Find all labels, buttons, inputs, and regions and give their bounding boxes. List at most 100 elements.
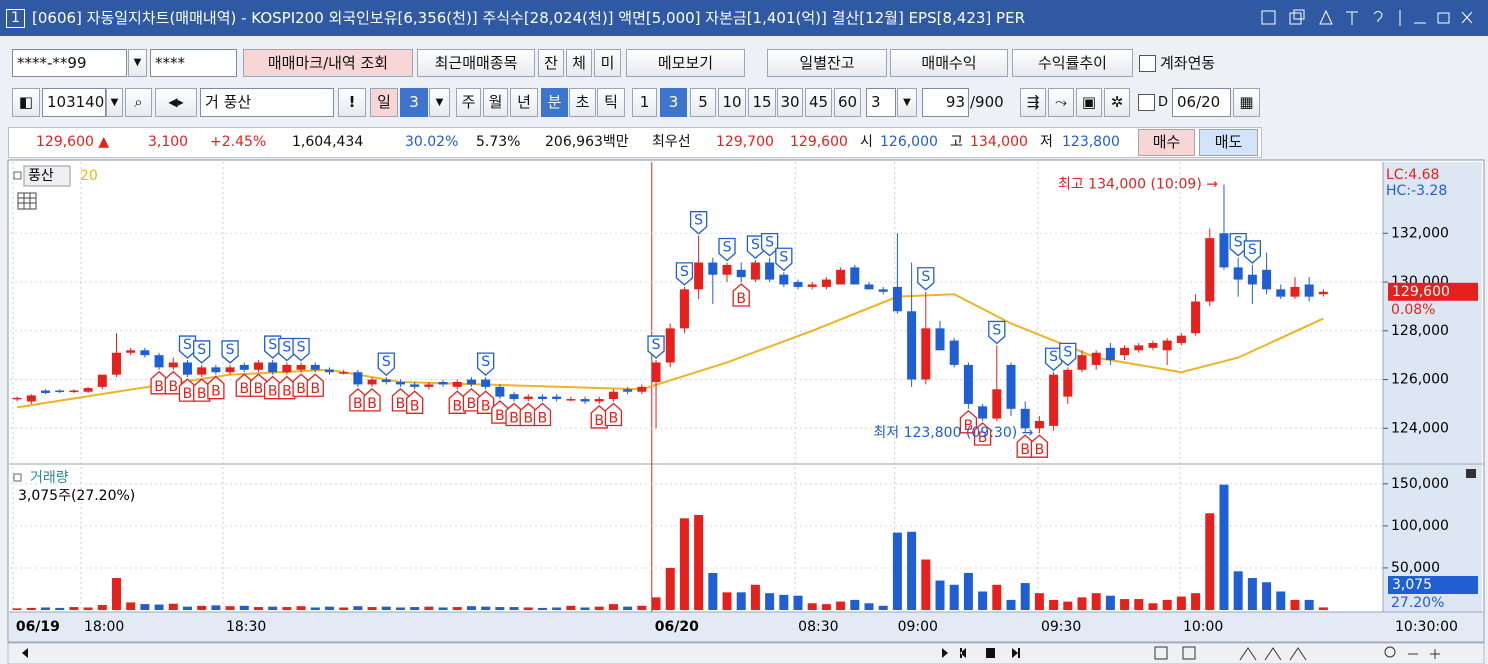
y-tick-label: 124,000 <box>1391 420 1449 436</box>
period-month[interactable]: 월 <box>483 88 508 117</box>
tool-icon[interactable]: ⤳ <box>1048 88 1074 117</box>
period-week[interactable]: 주 <box>456 88 481 117</box>
interval[interactable]: 5 <box>690 88 716 117</box>
link-label: 계좌연동 <box>1160 54 1216 72</box>
candle-body <box>623 389 633 392</box>
scroll-left[interactable] <box>22 648 28 658</box>
interval[interactable]: 60 <box>834 88 861 117</box>
candle-body <box>1148 342 1158 348</box>
volume-bar <box>921 559 931 610</box>
volume-bar <box>26 607 36 610</box>
candle-body <box>1077 355 1087 370</box>
sell-mark-label: S <box>652 337 661 353</box>
interval[interactable]: 10 <box>718 88 746 117</box>
unfilled-button[interactable]: 미 <box>594 49 621 77</box>
sell-mark <box>988 320 1006 345</box>
volume-bar <box>850 599 860 610</box>
settings-icon[interactable]: ✲ <box>1104 88 1130 117</box>
window-title: [0606] 자동일지차트(매매내역) - KOSPI200 외국인보유[6,3… <box>32 9 1025 27</box>
window-controls[interactable] <box>1258 8 1484 28</box>
daily-balance-button[interactable]: 일별잔고 <box>767 49 887 77</box>
stock-input[interactable]: 거 풍산 <box>200 88 334 117</box>
period-year[interactable]: 년 <box>510 88 538 117</box>
candle-body <box>182 362 192 375</box>
candle-body <box>1219 233 1229 268</box>
period-count[interactable]: 3 <box>400 88 428 117</box>
volume-bar <box>296 606 306 610</box>
candle-body <box>864 284 874 290</box>
code-dropdown[interactable]: ▼ <box>106 88 123 117</box>
last-ratio: 27.20% <box>1391 595 1444 611</box>
volume-bar <box>197 605 207 610</box>
buy-mark-label: B <box>254 381 264 397</box>
interval[interactable]: 3 <box>660 88 687 117</box>
scroll-controls[interactable] <box>942 648 1020 658</box>
x-tick-label: 08:30 <box>798 619 838 635</box>
return-trend-button[interactable]: 수익률추이 <box>1012 49 1133 77</box>
buy-button[interactable]: 매수 <box>1138 129 1195 156</box>
period-second[interactable]: 초 <box>569 88 596 117</box>
buy-mark-label: B <box>353 396 363 412</box>
candle-body <box>608 391 618 400</box>
link-checkbox[interactable] <box>1139 55 1156 72</box>
candle-body <box>509 394 519 400</box>
date-checkbox[interactable] <box>1138 94 1155 111</box>
volume: 1,604,434 <box>292 134 364 150</box>
interval[interactable]: 1 <box>632 88 657 117</box>
buy-mark-label: B <box>495 408 505 424</box>
save-icon[interactable]: ▣ <box>1076 88 1102 117</box>
interval[interactable]: 15 <box>748 88 776 117</box>
search-button[interactable]: ⌕ <box>125 88 152 117</box>
candle-body <box>850 267 860 285</box>
sell-mark <box>746 235 765 259</box>
interval-dropdown[interactable]: ▼ <box>897 88 917 117</box>
account-dropdown[interactable]: ▼ <box>128 49 147 77</box>
volume-bar <box>949 584 959 610</box>
sound-button[interactable]: ◀▸ <box>155 88 197 117</box>
count-input[interactable]: 93 <box>922 88 969 117</box>
interval[interactable]: 45 <box>805 88 832 117</box>
candle-body <box>1176 335 1186 343</box>
pane-close[interactable] <box>1466 469 1476 478</box>
volume-bar <box>1105 595 1115 610</box>
recent-button[interactable]: 최근매매종목 <box>417 49 535 77</box>
period-day[interactable]: 일 <box>370 88 398 117</box>
password-input[interactable]: **** <box>150 49 237 77</box>
sell-button[interactable]: 매도 <box>1199 129 1258 156</box>
x-axis-strip <box>9 612 1483 641</box>
volume-bar <box>580 607 590 610</box>
buy-mark-label: B <box>609 410 619 426</box>
buy-mark-label: B <box>467 396 477 412</box>
buy-mark <box>462 387 481 412</box>
candle-body <box>637 386 647 392</box>
fill-button[interactable]: 체 <box>566 49 592 77</box>
balance-button[interactable]: 잔 <box>538 49 564 77</box>
account-input[interactable]: ****-**99 <box>12 49 127 77</box>
y-axis-strip <box>1383 162 1482 612</box>
menu-icon[interactable]: ◧ <box>12 88 40 117</box>
memo-button[interactable]: 메모보기 <box>626 49 745 77</box>
alert-button[interactable]: ! <box>338 88 366 117</box>
period-minute[interactable]: 분 <box>541 88 568 117</box>
trade-profit-button[interactable]: 매매수익 <box>890 49 1008 77</box>
scrollbar[interactable] <box>7 642 1485 664</box>
volume-bar <box>1134 599 1144 610</box>
period-tick[interactable]: 틱 <box>597 88 625 117</box>
period-dropdown[interactable]: ▼ <box>429 88 450 117</box>
volume-bar <box>12 608 22 610</box>
date-input[interactable]: 06/20 <box>1172 88 1231 117</box>
candle-body <box>197 367 207 375</box>
trade-mark-button[interactable]: 매매마크/내역 조회 <box>243 49 413 77</box>
candle-body <box>1290 286 1300 297</box>
candle-body <box>1276 289 1286 297</box>
interval-input[interactable]: 3 <box>866 88 896 117</box>
zoom-controls[interactable] <box>1154 646 1440 661</box>
code-input[interactable]: 103140 <box>42 88 106 117</box>
tool-icon[interactable]: ⇶ <box>1020 88 1046 117</box>
interval[interactable]: 30 <box>777 88 803 117</box>
buy-mark-label: B <box>154 379 164 395</box>
calendar-button[interactable]: ▦ <box>1233 88 1260 117</box>
buy-mark-label: B <box>168 379 178 395</box>
candle-body <box>935 328 945 351</box>
